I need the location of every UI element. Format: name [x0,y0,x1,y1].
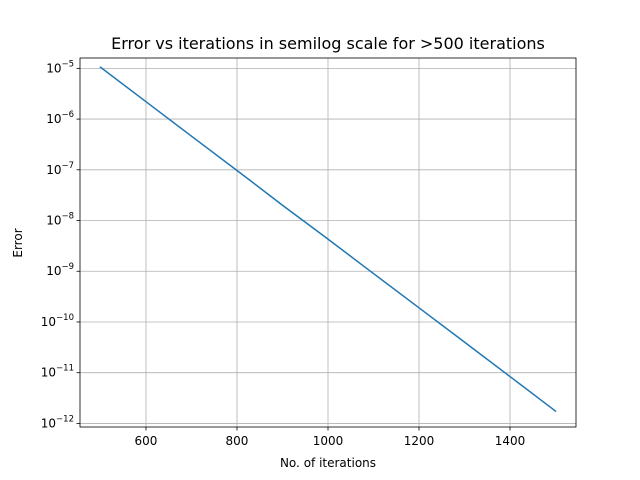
x-tick-label: 800 [226,434,249,448]
y-tick-label: 10−6 [46,110,74,126]
grid [80,58,576,427]
y-tick-label: 10−10 [41,313,74,329]
y-tick-label: 10−8 [46,212,74,228]
y-tick-label: 10−11 [41,364,74,380]
series-layer [99,66,557,413]
x-tick-label: 1400 [495,434,526,448]
y-tick-label: 10−7 [46,161,74,177]
x-axis-title: No. of iterations [280,456,376,470]
series-line [99,66,557,413]
y-tick-label: 10−12 [41,414,74,430]
y-tick-label: 10−9 [46,262,74,278]
y-tick-label: 10−5 [46,59,74,75]
y-axis-title: Error [11,228,25,257]
ticks: 600 800 1000 1200 1400 10−12 10−11 10−10 10−9 10−… [41,59,526,448]
x-tick-label: 1200 [404,434,435,448]
chart-title: Error vs iterations in semilog scale for… [111,34,545,53]
x-tick-label: 1000 [313,434,344,448]
x-tick-label: 600 [135,434,158,448]
